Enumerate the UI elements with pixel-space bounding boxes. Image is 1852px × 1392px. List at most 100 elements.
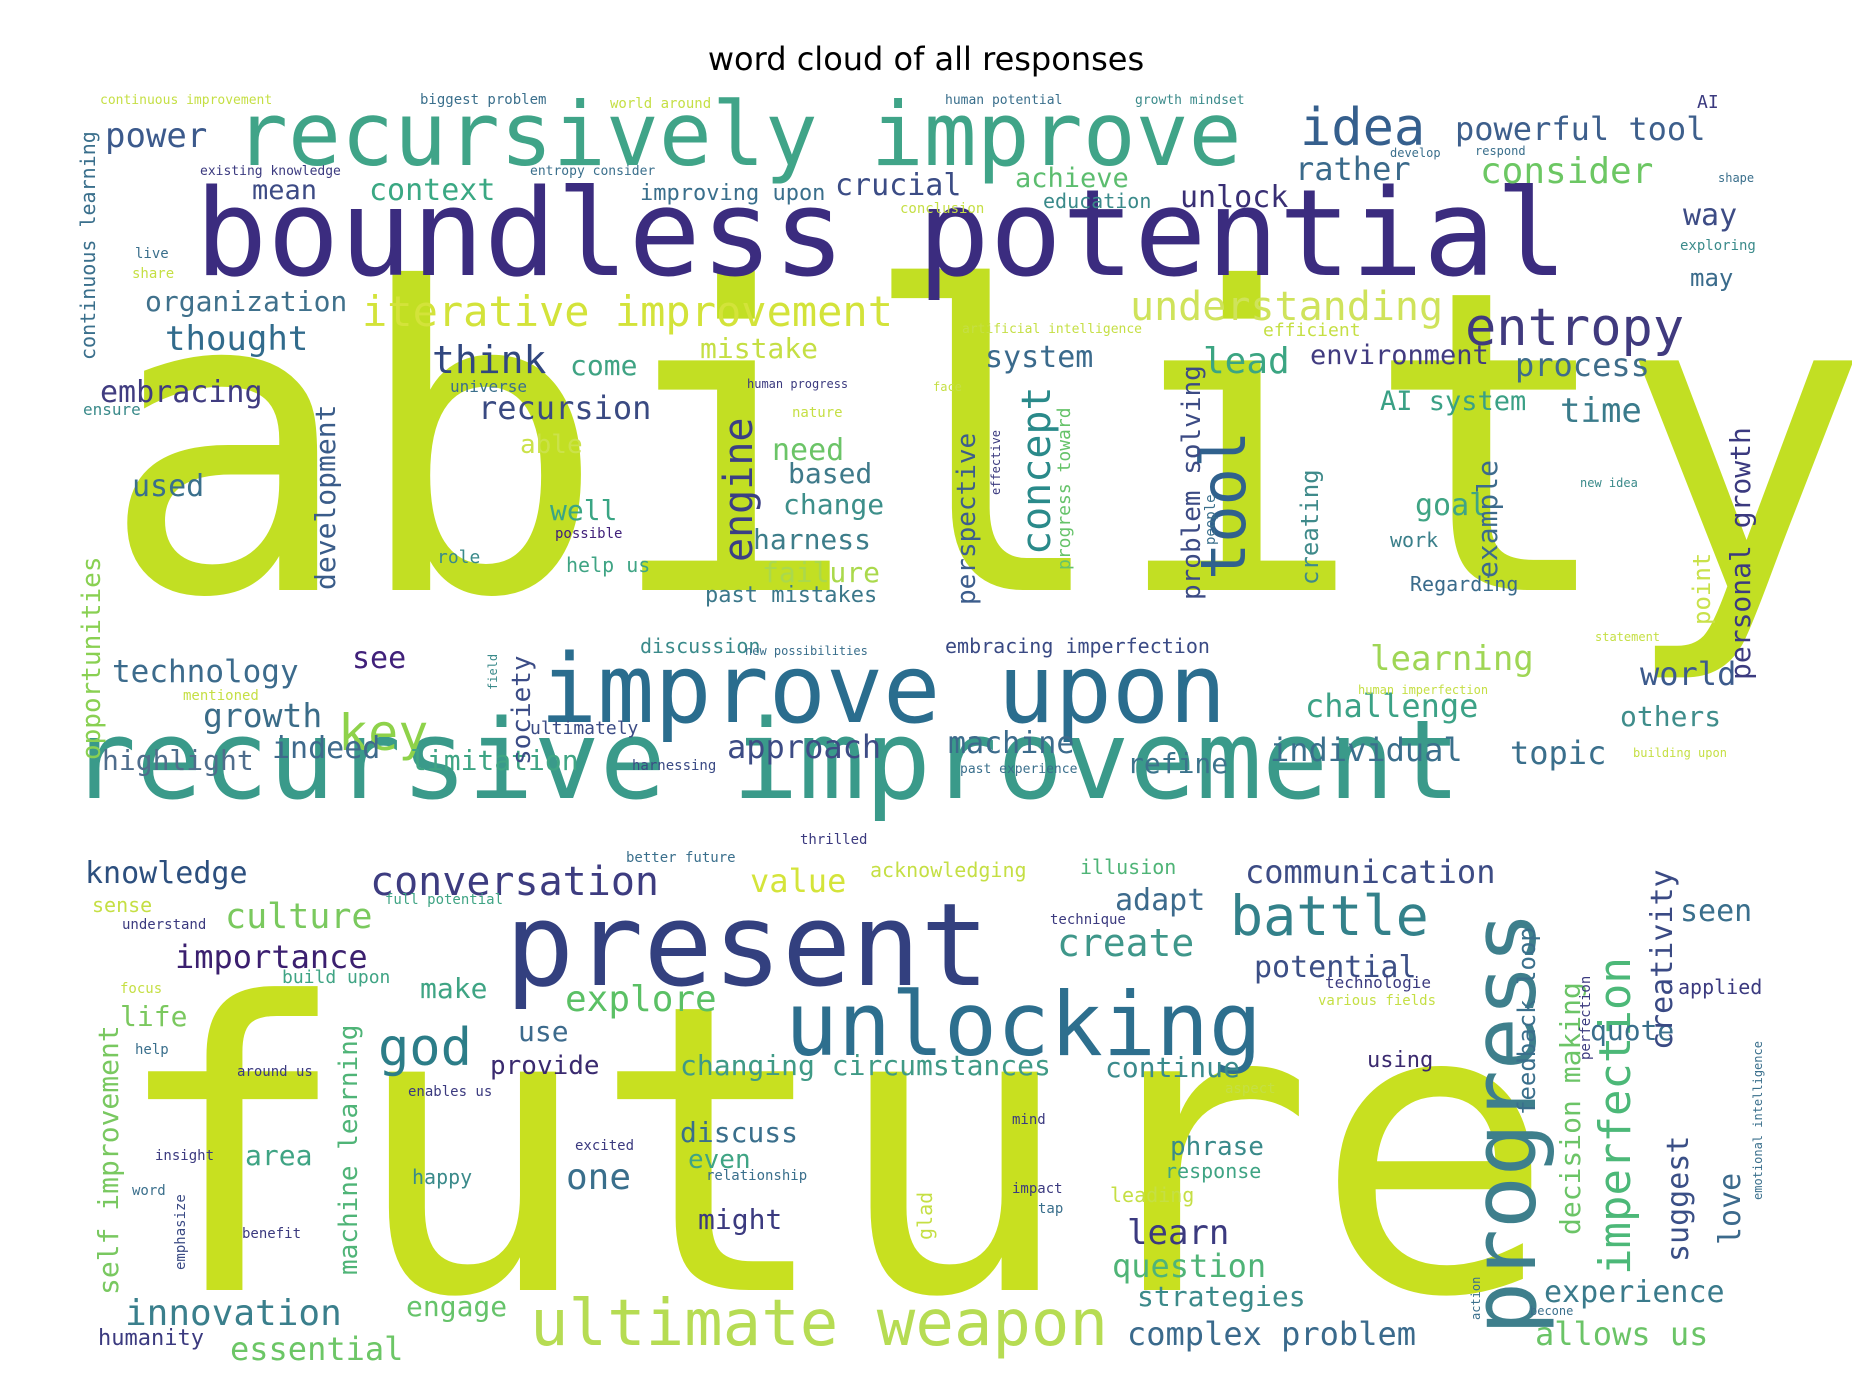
word-knowledge: knowledge	[85, 856, 248, 891]
word-mentioned: mentioned	[183, 688, 259, 704]
word-recursion: recursion	[478, 389, 651, 427]
word-relationship: relationship	[706, 1168, 807, 1184]
word-problem-solving: problem solving	[1177, 365, 1207, 600]
word-past-experience: past experience	[960, 762, 1078, 777]
word-quote: quote	[1590, 1014, 1674, 1047]
word-share: share	[132, 266, 174, 282]
word-leading: leading	[1110, 1183, 1194, 1207]
word-improving-upon: improving upon	[640, 181, 825, 206]
word-human-progress: human progress	[747, 377, 848, 391]
word-context: context	[369, 173, 495, 208]
word-importance: importance	[175, 938, 368, 976]
word-make: make	[420, 972, 487, 1005]
word-respond: respond	[1475, 144, 1526, 158]
word-others: others	[1620, 700, 1721, 733]
word-unlock: unlock	[1180, 180, 1288, 215]
word-communication: communication	[1245, 853, 1495, 891]
word-phrase: phrase	[1170, 1132, 1264, 1162]
word-consider: consider	[1480, 151, 1653, 192]
word-statement: statement	[1595, 630, 1660, 644]
word-god: god	[378, 1018, 472, 1078]
word-concept: concept	[1014, 386, 1060, 555]
word-environment: environment	[1310, 340, 1489, 371]
word-suggest: suggest	[1661, 1136, 1696, 1262]
word-humanity: humanity	[98, 1326, 204, 1351]
word-education: education	[1043, 189, 1151, 213]
word-ultimately: ultimately	[530, 718, 639, 739]
word-work: work	[1390, 528, 1438, 552]
word-iterative-improvement: iterative improvement	[362, 287, 893, 336]
word-sense: sense	[92, 893, 152, 917]
word-system: system	[985, 340, 1093, 375]
word-approach: approach	[727, 728, 881, 766]
word-feedback-loop: feedback loop	[1513, 927, 1541, 1115]
word-see: see	[352, 641, 406, 676]
word-changing-circumstances: changing circumstances	[680, 1049, 1051, 1082]
word-technologie: technologie	[1325, 973, 1431, 992]
word-perspective: perspective	[952, 433, 982, 605]
word-around-us: around us	[237, 1064, 313, 1080]
word-creativity: creativity	[1645, 869, 1680, 1050]
word-ultimate-weapon: ultimate weapon	[530, 1287, 1108, 1361]
word-come: come	[570, 349, 637, 382]
word-help: help	[135, 1042, 169, 1058]
word-idea: idea	[1300, 98, 1425, 158]
word-thought: thought	[165, 319, 308, 359]
word-becone: becone	[1530, 1304, 1573, 1318]
word-continue: continue	[1105, 1051, 1240, 1084]
word-nature: nature	[792, 405, 843, 421]
word-continuous-learning: continuous learning	[76, 131, 100, 360]
word-entropy-consider: entropy consider	[530, 164, 655, 179]
word-exploring: exploring	[1680, 238, 1756, 254]
word-role: role	[437, 547, 480, 568]
chart-title: word cloud of all responses	[707, 40, 1145, 78]
word-creating: creating	[1296, 469, 1324, 585]
word-growth-mindset: growth mindset	[1135, 93, 1245, 108]
word-use: use	[518, 1015, 569, 1048]
word-understand: understand	[122, 917, 206, 933]
word-face: face	[933, 380, 962, 394]
word-glad: glad	[913, 1192, 937, 1240]
word-imperfection: imperfection	[1590, 957, 1641, 1275]
word-used: used	[132, 469, 204, 504]
word-able: able	[520, 430, 583, 460]
word-ai: AI	[1697, 92, 1719, 113]
word-crucial: crucial	[835, 168, 961, 203]
word-various-fields: various fields	[1318, 993, 1436, 1009]
word-response: response	[1165, 1159, 1261, 1183]
word-change: change	[783, 488, 884, 521]
word-decision-making: decision making	[1554, 982, 1587, 1235]
word-even: even	[688, 1145, 751, 1175]
word-conclusion: conclusion	[900, 201, 984, 217]
word-happy: happy	[412, 1165, 472, 1189]
word-indeed: indeed	[272, 731, 380, 766]
word-might: might	[698, 1203, 782, 1236]
word-new-possibilities: new possibilities	[745, 644, 868, 658]
word-learn: learn	[1127, 1213, 1229, 1253]
word-human-imperfection: human imperfection	[1358, 683, 1488, 697]
word-growth: growth	[203, 696, 322, 735]
word-progress-toward: progress toward	[1054, 407, 1075, 570]
word-engage: engage	[406, 1290, 507, 1323]
word-field: field	[486, 654, 500, 690]
word-live: live	[135, 246, 169, 262]
word-full-potential: full potential	[385, 892, 503, 908]
word-harnessing: harnessing	[632, 758, 716, 774]
word-learning: learning	[1370, 639, 1534, 679]
word-benefit: benefit	[242, 1226, 301, 1242]
word-based: based	[788, 457, 872, 490]
word-value: value	[750, 862, 846, 900]
word-help-us: help us	[566, 553, 650, 577]
word-acknowledging: acknowledging	[870, 858, 1027, 882]
word-word: word	[132, 1183, 166, 1199]
word-effective: effective	[989, 430, 1003, 495]
word-human-potential: human potential	[945, 93, 1062, 108]
word-innovation: innovation	[125, 1293, 342, 1334]
word-strategies: strategies	[1137, 1280, 1306, 1313]
word-universe: universe	[450, 377, 527, 396]
word-opportunities: opportunities	[77, 557, 107, 761]
word-mind: mind	[1012, 1112, 1046, 1128]
word-insight: insight	[155, 1148, 214, 1164]
word-culture: culture	[225, 897, 373, 937]
